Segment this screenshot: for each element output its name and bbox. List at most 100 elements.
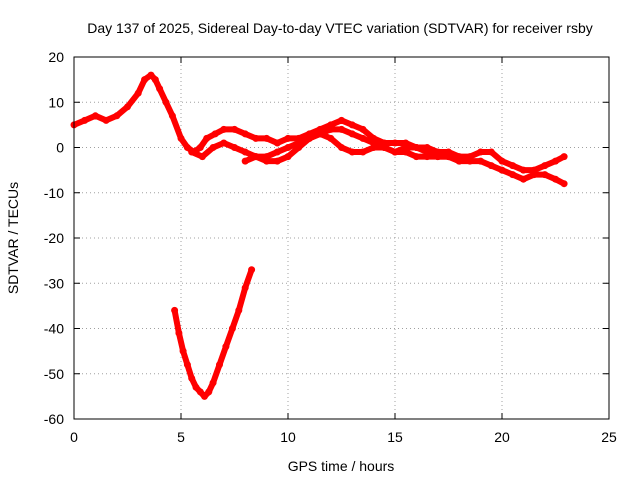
data-point: [348, 121, 356, 129]
y-tick-label: -40: [44, 321, 64, 337]
data-point: [241, 130, 249, 138]
data-point: [228, 325, 236, 332]
data-point: [192, 383, 200, 391]
data-point: [156, 85, 164, 93]
data-point: [179, 347, 187, 355]
data-point: [241, 157, 249, 165]
data-point: [252, 134, 260, 142]
data-point: [273, 139, 281, 147]
data-point: [466, 157, 474, 165]
data-point: [231, 125, 238, 133]
data-point: [102, 116, 110, 124]
data-point: [273, 148, 281, 156]
data-point: [209, 144, 217, 151]
data-point: [560, 153, 568, 161]
series-second-branch: [241, 125, 463, 165]
data-point: [359, 125, 367, 133]
data-point: [196, 388, 204, 396]
data-point: [552, 175, 559, 183]
series-line: [71, 72, 568, 174]
data-point: [141, 76, 149, 84]
data-point: [530, 171, 538, 179]
data-point: [231, 144, 238, 151]
data-point: [241, 284, 249, 292]
series-line: [171, 266, 255, 400]
data-point: [509, 171, 517, 179]
data-point: [273, 157, 281, 165]
chart-title: Day 137 of 2025, Sidereal Day-to-day VTE…: [87, 20, 593, 36]
data-point: [412, 144, 420, 151]
data-point: [124, 103, 131, 111]
series-dip: [171, 266, 256, 400]
data-point: [295, 139, 303, 147]
data-point: [211, 130, 219, 138]
data-point: [235, 306, 243, 314]
y-tick-label: 0: [56, 140, 64, 156]
y-tick-label: 10: [48, 94, 64, 110]
data-point: [434, 153, 442, 161]
data-point: [183, 144, 191, 151]
data-point: [220, 125, 228, 133]
data-point: [198, 153, 206, 161]
data-point: [327, 125, 335, 133]
data-point: [305, 134, 313, 142]
data-point: [188, 148, 196, 156]
data-point: [338, 116, 345, 124]
data-point: [222, 343, 230, 351]
data-point: [519, 175, 527, 183]
data-point: [327, 134, 335, 142]
data-point: [284, 153, 292, 161]
y-tick-label: -50: [44, 366, 64, 382]
data-point: [445, 153, 452, 161]
x-tick-label: 15: [387, 429, 403, 445]
data-point: [370, 139, 378, 147]
data-point: [348, 130, 356, 138]
data-point: [241, 148, 249, 156]
data-point: [220, 139, 228, 147]
data-point: [391, 139, 399, 147]
data-point: [209, 379, 217, 387]
data-point: [423, 148, 431, 156]
series-main-band: [70, 71, 568, 174]
x-tick-label: 0: [70, 429, 78, 445]
data-point: [263, 134, 271, 142]
data-point: [183, 361, 191, 369]
x-tick-label: 10: [280, 429, 296, 445]
x-axis: 0 5 10 15 20 25: [70, 57, 617, 445]
data-point: [263, 153, 271, 161]
y-tick-label: -60: [44, 411, 64, 427]
data-point: [284, 134, 292, 142]
data-point: [338, 125, 345, 133]
data-point: [162, 98, 170, 106]
data-point: [216, 361, 223, 369]
data-point: [552, 157, 559, 165]
data-point: [380, 144, 388, 151]
data-point: [455, 157, 463, 165]
data-point: [316, 130, 324, 138]
x-axis-label: GPS time / hours: [288, 458, 395, 474]
data-marks: [70, 71, 568, 400]
x-tick-label: 25: [601, 429, 617, 445]
data-point: [201, 392, 208, 400]
x-tick-label: 5: [177, 429, 185, 445]
data-point: [348, 148, 356, 156]
y-tick-label: -20: [44, 230, 64, 246]
data-point: [284, 144, 292, 151]
data-point: [134, 89, 142, 97]
data-point: [177, 134, 185, 142]
data-point: [519, 166, 527, 174]
data-point: [203, 134, 211, 142]
data-point: [412, 153, 420, 161]
data-point: [175, 329, 183, 337]
data-point: [91, 112, 99, 120]
data-point: [359, 148, 367, 156]
x-tick-label: 20: [494, 429, 510, 445]
y-tick-label: -30: [44, 275, 64, 291]
data-point: [81, 116, 89, 124]
data-point: [113, 112, 121, 120]
data-point: [248, 266, 256, 274]
data-point: [541, 171, 549, 179]
data-point: [487, 162, 495, 170]
data-point: [171, 306, 179, 314]
